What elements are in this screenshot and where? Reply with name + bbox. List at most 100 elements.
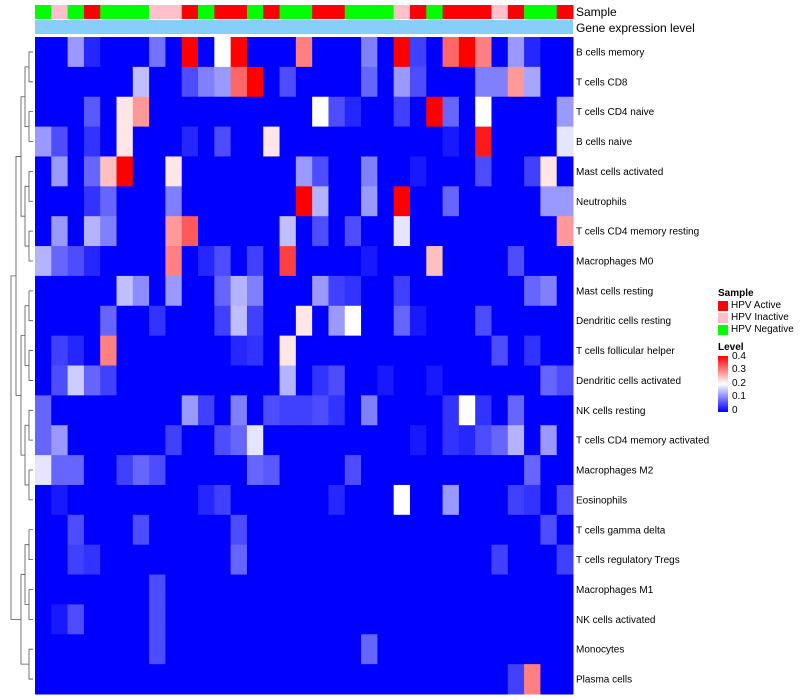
heatmap-cell: [295, 275, 313, 307]
heatmap-cell: [524, 425, 541, 456]
heatmap-cell: [442, 664, 460, 695]
row-label: T cells CD4 memory resting: [576, 227, 699, 238]
heatmap-cell: [181, 216, 199, 247]
heatmap-cell: [409, 455, 427, 486]
sample-annotation-cell: [295, 5, 313, 19]
heatmap-cell: [524, 186, 541, 217]
heatmap-cell: [458, 604, 476, 635]
sample-annotation-cell: [344, 5, 362, 19]
heatmap-cell: [230, 275, 248, 307]
heatmap-cell: [51, 514, 69, 546]
heatmap-cell: [67, 455, 85, 486]
heatmap-cell: [458, 305, 476, 337]
heatmap-cell: [344, 604, 362, 635]
heatmap-cell: [540, 246, 558, 277]
gene-expression-cell: [35, 20, 573, 34]
heatmap-cell: [181, 574, 199, 605]
heatmap-cell: [458, 455, 476, 486]
heatmap-cell: [295, 126, 313, 157]
heatmap-cell: [149, 425, 166, 456]
heatmap-cell: [246, 455, 264, 486]
heatmap-cell: [230, 126, 248, 157]
heatmap-cell: [51, 455, 69, 486]
heatmap-cell: [35, 425, 52, 456]
heatmap-cell: [312, 395, 329, 426]
sample-annotation-cell: [230, 5, 248, 19]
heatmap-cell: [507, 156, 525, 187]
heatmap-cell: [132, 634, 150, 665]
row-label: Dendritic cells resting: [576, 316, 671, 327]
heatmap-cell: [507, 335, 525, 366]
legend-item-hpv-inactive: HPV Inactive: [718, 312, 798, 324]
sample-annotation-cell: [165, 5, 183, 19]
heatmap-cell: [35, 664, 52, 695]
heatmap-cell: [246, 305, 264, 337]
sample-annotation-bar: [35, 5, 574, 19]
dendrogram-branch: [28, 170, 33, 202]
heatmap-cell: [263, 604, 281, 635]
heatmap-cell: [540, 395, 558, 426]
sample-annotation-cell: [426, 5, 444, 19]
heatmap-cell: [246, 395, 264, 426]
heatmap-cell: [361, 604, 378, 635]
heatmap-cell: [279, 425, 297, 456]
heatmap-cell: [491, 395, 509, 426]
heatmap-cell: [491, 514, 509, 546]
heatmap-cell: [442, 365, 460, 396]
sample-annotation-cell: [312, 5, 329, 19]
heatmap-cell: [556, 96, 574, 128]
heatmap-cell: [149, 365, 166, 396]
heatmap-cell: [181, 395, 199, 426]
sample-annotation-cell: [361, 5, 378, 19]
heatmap-cell: [35, 186, 52, 217]
heatmap-cell: [556, 216, 574, 247]
heatmap-cells: [35, 37, 574, 695]
heatmap-cell: [198, 484, 215, 516]
heatmap-cell: [100, 305, 118, 337]
heatmap-cell: [328, 246, 346, 277]
row-label: Macrophages M0: [576, 256, 654, 267]
heatmap-cell: [100, 216, 118, 247]
heatmap-cell: [344, 156, 362, 187]
heatmap-cell: [393, 305, 411, 337]
heatmap-cell: [344, 365, 362, 396]
heatmap-cell: [100, 425, 118, 456]
heatmap-cell: [393, 37, 411, 68]
heatmap-cell: [35, 37, 52, 68]
heatmap-cell: [377, 156, 395, 187]
heatmap-cell: [51, 365, 69, 396]
heatmap-cell: [344, 395, 362, 426]
heatmap-cell: [507, 425, 525, 456]
heatmap-cell: [295, 425, 313, 456]
heatmap-cell: [540, 186, 558, 217]
heatmap-cell: [475, 216, 492, 247]
row-label: T cells CD4 memory activated: [576, 436, 709, 447]
heatmap-cell: [328, 186, 346, 217]
heatmap-cell: [491, 335, 509, 366]
heatmap-cell: [116, 126, 134, 157]
heatmap-cell: [230, 37, 248, 68]
heatmap-cell: [165, 604, 183, 635]
heatmap-cell: [312, 156, 329, 187]
heatmap-cell: [51, 395, 69, 426]
heatmap-cell: [361, 365, 378, 396]
heatmap-cell: [409, 425, 427, 456]
heatmap-cell: [198, 634, 215, 665]
heatmap-cell: [214, 186, 232, 217]
heatmap-cell: [328, 126, 346, 157]
heatmap-cell: [263, 365, 281, 396]
heatmap-cell: [361, 66, 378, 98]
heatmap-cell: [458, 96, 476, 128]
heatmap-cell: [524, 664, 541, 695]
heatmap-cell: [491, 186, 509, 217]
heatmap-cell: [100, 37, 118, 68]
heatmap-cell: [165, 574, 183, 605]
sample-annotation-cell: [51, 5, 69, 19]
heatmap-cell: [67, 216, 85, 247]
heatmap-cell: [279, 395, 297, 426]
heatmap-cell: [556, 574, 574, 605]
heatmap-cell: [507, 186, 525, 217]
heatmap-cell: [230, 664, 248, 695]
heatmap-cell: [198, 664, 215, 695]
heatmap-cell: [409, 96, 427, 128]
